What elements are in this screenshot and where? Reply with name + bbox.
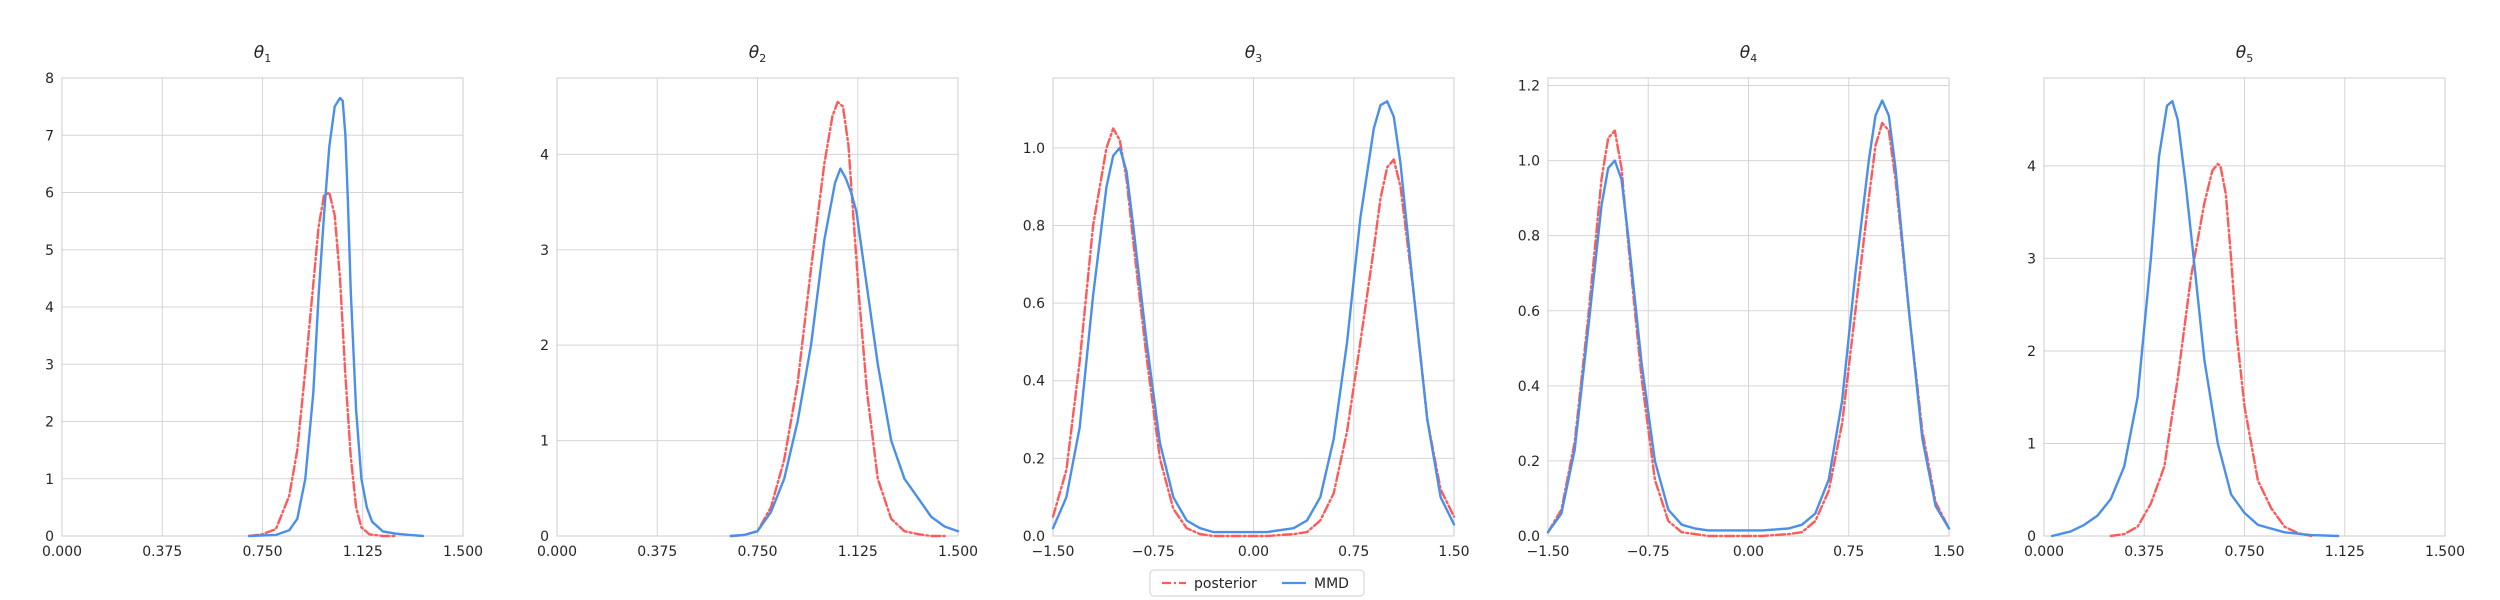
plot-frame: [556, 77, 959, 537]
legend-posterior-label: posterior: [1194, 576, 1257, 592]
y-tick-label: 3: [45, 357, 54, 373]
x-tick-label: 1.500: [2425, 544, 2465, 560]
x-tick-label: 0.375: [637, 544, 677, 560]
x-tick-label: 1.125: [343, 544, 383, 560]
x-tick-label: 1.125: [838, 544, 878, 560]
panel-5: 0.000 0.375 0.750 1.125 1.500 0 1 2 3 4 θ5: [2024, 43, 2465, 560]
posterior-density-line: [2109, 162, 2313, 538]
x-tick-label: −0.75: [1627, 544, 1670, 560]
legend-mmd-label: MMD: [1314, 576, 1349, 592]
posterior-density-line: [729, 100, 946, 538]
x-tick-label: 1.50: [1933, 544, 1964, 560]
y-tick-label: 0.8: [1023, 218, 1045, 234]
y-tick-label: 3: [540, 243, 549, 259]
x-tick-label: 0.75: [1833, 544, 1864, 560]
x-tick-label: 1.500: [938, 544, 978, 560]
y-tick-label: 0.2: [1518, 454, 1540, 470]
y-tick-label: 0.4: [1023, 374, 1045, 390]
x-tick-label: 1.500: [443, 544, 483, 560]
mmd-density-line: [729, 167, 960, 538]
plot-frame: [2043, 77, 2446, 537]
x-tick-label: 1.50: [1438, 544, 1469, 560]
x-tick-label: 0.750: [242, 544, 282, 560]
mmd-density-line: [2050, 99, 2340, 538]
x-tick-label: 0.000: [537, 544, 577, 560]
posterior-density-line: [1051, 127, 1456, 538]
x-tick-label: 0.00: [1238, 544, 1269, 560]
panels: 0.000 0.375 0.750 1.125 1.500012345678θ10.00…: [42, 43, 2465, 560]
panel-title: θ5: [2236, 43, 2253, 65]
panel-title: θ2: [749, 43, 766, 65]
y-tick-label: 0: [540, 529, 549, 545]
y-tick-label: 1.2: [1518, 79, 1540, 95]
x-tick-label: 0.00: [1733, 544, 1764, 560]
mmd-density-line: [1051, 100, 1456, 534]
panel-title: θ3: [1245, 43, 1262, 65]
panel-4: −1.50 −0.75 0.00 0.75 1.50 0.0 0.2 0.4 0.6 0.8 1.0…: [1518, 43, 1965, 560]
panel-1: 0.000 0.375 0.750 1.125 1.500 0 1 2 3 4 5 6 7 8 θ1: [42, 43, 483, 560]
x-tick-label: 0.375: [2124, 544, 2164, 560]
y-tick-label: 8: [45, 71, 54, 87]
x-tick-label: 0.750: [737, 544, 777, 560]
y-tick-label: 1: [2027, 436, 2036, 452]
y-tick-label: 0.6: [1023, 296, 1045, 312]
y-tick-label: 1: [540, 434, 549, 450]
x-tick-label: −0.75: [1132, 544, 1175, 560]
y-tick-label: 0: [2027, 529, 2036, 545]
y-tick-label: 1: [45, 472, 54, 488]
x-tick-label: −1.50: [1032, 544, 1075, 560]
panel-title: θ1: [254, 43, 271, 65]
y-tick-label: 4: [540, 147, 549, 163]
y-tick-label: 5: [45, 243, 54, 259]
y-tick-label: 0.6: [1518, 304, 1540, 320]
y-tick-label: 3: [2027, 251, 2036, 267]
panel-2: 0.000 0.375 0.750 1.125 1.500 0 1 2 3 4 θ2: [537, 43, 978, 560]
legend: posterior MMD: [1149, 569, 1365, 597]
legend-frame: [1149, 569, 1365, 597]
y-tick-label: 6: [45, 186, 54, 202]
x-tick-label: 0.000: [42, 544, 82, 560]
y-tick-label: 0: [45, 529, 54, 545]
x-tick-label: 0.750: [2224, 544, 2264, 560]
y-tick-label: 0.0: [1023, 529, 1045, 545]
mmd-density-line: [247, 96, 425, 538]
posterior-density-line: [1546, 121, 1951, 538]
posterior-density-line: [247, 191, 398, 538]
y-tick-label: 0.8: [1518, 229, 1540, 245]
y-tick-label: 1.0: [1023, 141, 1045, 157]
y-tick-label: 2: [45, 415, 54, 431]
panel-title: θ4: [1740, 43, 1757, 65]
y-tick-label: 1.0: [1518, 154, 1540, 170]
x-tick-label: 0.375: [142, 544, 182, 560]
mmd-density-line: [1546, 99, 1951, 534]
y-tick-label: 0.0: [1518, 529, 1540, 545]
y-tick-label: 2: [540, 338, 549, 354]
y-tick-label: 4: [2027, 159, 2036, 175]
panel-3: −1.50 −0.75 0.00 0.75 1.50 0.0 0.2 0.4 0.6 0.8 1.0…: [1023, 43, 1470, 560]
y-tick-label: 2: [2027, 344, 2036, 360]
y-tick-label: 7: [45, 128, 54, 144]
x-tick-label: 1.125: [2325, 544, 2365, 560]
x-tick-label: −1.50: [1527, 544, 1570, 560]
y-tick-label: 4: [45, 300, 54, 316]
x-tick-label: 0.000: [2024, 544, 2064, 560]
x-tick-label: 0.75: [1338, 544, 1369, 560]
y-tick-label: 0.4: [1518, 379, 1540, 395]
y-tick-label: 0.2: [1023, 451, 1045, 467]
